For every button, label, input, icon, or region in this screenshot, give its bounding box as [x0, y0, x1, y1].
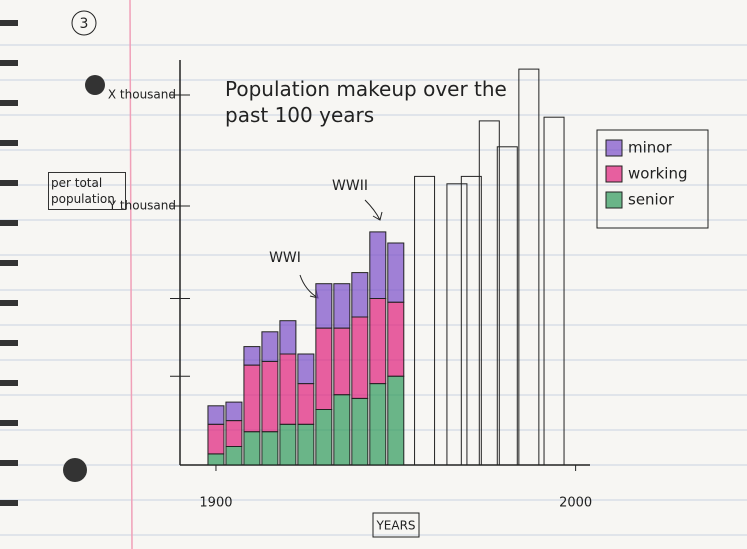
x-axis-label: YEARS — [375, 519, 415, 533]
bar — [369, 383, 387, 466]
bar — [351, 316, 369, 399]
y-axis-label: per total population — [48, 172, 126, 210]
bar — [496, 146, 518, 466]
bar — [315, 327, 333, 411]
bar — [243, 431, 261, 466]
chart-title: Population makeup over the past 100 year… — [225, 77, 507, 127]
spiral — [0, 20, 105, 506]
bar — [207, 423, 225, 455]
legend-label: working — [628, 165, 688, 183]
legend-swatch — [605, 191, 623, 209]
bar — [243, 346, 261, 366]
bar — [279, 320, 297, 355]
bar — [207, 405, 225, 425]
bar — [225, 446, 243, 466]
legend-swatch — [605, 139, 623, 157]
arrow — [299, 274, 319, 299]
x-label-box — [372, 512, 420, 538]
bar — [333, 283, 351, 329]
annotation: WWII — [332, 178, 368, 194]
bar — [460, 175, 482, 466]
bar — [261, 331, 279, 362]
bar — [369, 298, 387, 385]
bar — [279, 353, 297, 425]
bar — [225, 401, 243, 422]
bar — [261, 360, 279, 433]
bar — [297, 383, 315, 425]
legend-swatch — [605, 165, 623, 183]
bar — [387, 375, 405, 466]
bar — [315, 409, 333, 466]
margin-line — [129, 0, 133, 549]
bar — [446, 183, 468, 466]
page-number: 3 — [80, 16, 89, 32]
legend-label: senior — [628, 191, 675, 209]
bar — [261, 431, 279, 466]
y-tick-label: X thousand — [108, 88, 176, 102]
bar — [333, 394, 351, 466]
bar — [478, 120, 500, 466]
bar — [225, 420, 243, 448]
bar — [315, 283, 333, 329]
bar — [518, 68, 540, 466]
page-number-circle — [71, 10, 97, 36]
bar — [279, 423, 297, 466]
bar — [207, 453, 225, 466]
bar — [369, 231, 387, 299]
bar — [414, 175, 436, 466]
bar — [387, 242, 405, 303]
arrow — [364, 199, 383, 221]
legend-box — [596, 129, 709, 229]
bar — [333, 327, 351, 396]
x-tick-label: 1900 — [199, 496, 232, 511]
bar — [543, 116, 565, 466]
bar — [387, 301, 405, 377]
annotation: WWI — [269, 250, 301, 266]
bar — [243, 364, 261, 433]
bar — [297, 353, 315, 385]
bar — [351, 272, 369, 318]
bar — [297, 423, 315, 466]
bar — [351, 397, 369, 466]
legend-label: minor — [628, 139, 672, 157]
x-tick-label: 2000 — [559, 496, 592, 511]
